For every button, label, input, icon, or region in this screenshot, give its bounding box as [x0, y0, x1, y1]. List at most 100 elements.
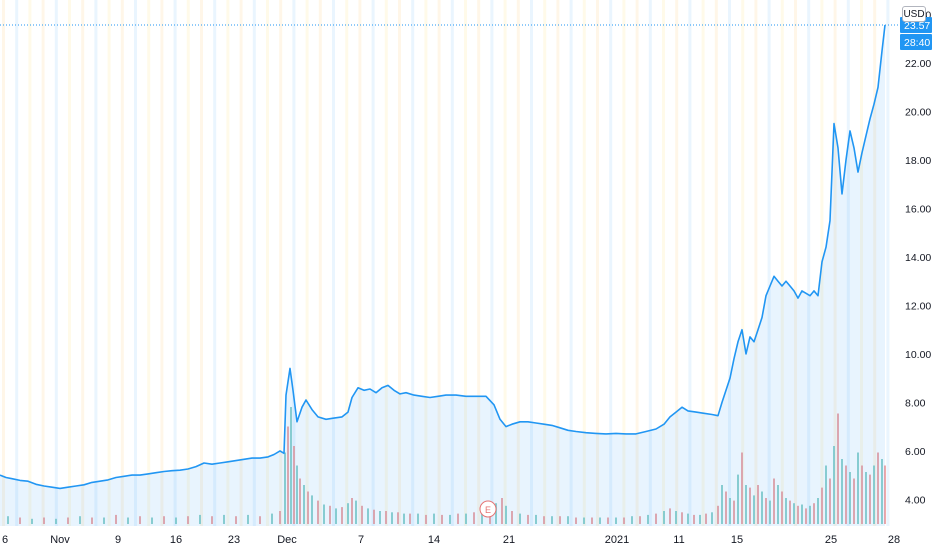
volume-bar: [797, 505, 799, 524]
session-band: [28, 0, 32, 526]
volume-bar: [293, 446, 295, 524]
volume-bar: [817, 498, 819, 524]
earnings-event-marker[interactable]: E: [479, 500, 497, 518]
volume-bar: [31, 518, 33, 524]
time-axis[interactable]: 6 Nov 9 16 23 Dec 7 14 21 2021 11 15 25 28: [2, 534, 900, 546]
volume-bar: [296, 465, 298, 524]
session-band: [332, 0, 335, 526]
volume-bar: [841, 459, 843, 524]
time-tick-label: 2021: [605, 534, 629, 546]
price-tick-label: 10.00: [905, 349, 931, 361]
session-band: [662, 0, 665, 526]
session-band: [886, 0, 890, 526]
volume-bar: [543, 516, 545, 524]
session-band: [266, 0, 269, 526]
volume-bar: [809, 505, 811, 524]
volume-bar: [317, 500, 319, 524]
volume-bar: [519, 513, 521, 524]
price-axis[interactable]: 4.00 6.00 8.00 10.00 12.00 14.00 16.00 18.00 20.…: [905, 10, 931, 507]
session-band: [292, 0, 296, 526]
bar-countdown: 28:40: [904, 37, 930, 49]
price-area: [0, 25, 885, 526]
price-tick-label: 6.00: [905, 446, 926, 458]
session-band: [701, 0, 705, 526]
session-band: [186, 0, 190, 526]
volume-bar: [583, 517, 585, 524]
session-band: [239, 0, 243, 526]
volume-bar: [745, 485, 747, 524]
time-tick-label: 14: [428, 534, 440, 546]
session-band: [226, 0, 230, 526]
volume-bar: [773, 478, 775, 524]
session-band: [780, 0, 784, 526]
time-tick-label: 11: [673, 534, 684, 546]
volume-bar: [675, 511, 677, 524]
price-tick-label: 18.00: [905, 155, 931, 167]
session-band: [318, 0, 322, 526]
time-tick-label: 6: [2, 534, 8, 546]
volume-bar: [705, 513, 707, 524]
session-band: [635, 0, 639, 526]
volume-bar: [833, 446, 835, 524]
price-tick-label: 12.00: [905, 300, 931, 312]
time-tick-label: 16: [170, 534, 182, 546]
volume-bar: [849, 472, 851, 524]
session-band: [68, 0, 71, 526]
session-band: [41, 0, 45, 526]
session-band: [648, 0, 652, 526]
volume-bar: [307, 491, 309, 524]
volume-bar: [473, 512, 475, 524]
session-band: [609, 0, 613, 526]
volume-bar: [505, 505, 507, 524]
session-band: [213, 0, 217, 526]
volume-bar: [535, 514, 537, 524]
price-tick-label: 4.00: [905, 494, 926, 506]
session-band: [543, 0, 547, 526]
volume-bar: [729, 498, 731, 524]
volume-bar: [355, 500, 357, 524]
volume-bar: [163, 516, 165, 524]
volume-bar: [351, 498, 353, 524]
session-band: [714, 0, 718, 526]
volume-bar: [663, 511, 665, 524]
volume-bar: [753, 495, 755, 524]
price-tick-label: 8.00: [905, 397, 926, 409]
volume-bar: [599, 517, 601, 524]
event-marker-label: E: [485, 505, 491, 515]
currency-badge[interactable]: USD: [902, 6, 926, 22]
volume-bar: [465, 513, 467, 524]
session-band: [147, 0, 151, 526]
volume-bar: [567, 516, 569, 524]
volume-bar: [187, 516, 189, 524]
volume-bar: [441, 514, 443, 524]
volume-bar: [379, 511, 381, 524]
volume-bar: [367, 508, 369, 524]
volume-bar: [825, 465, 827, 524]
session-band: [556, 0, 560, 526]
session-band: [516, 0, 520, 526]
volume-bar: [877, 452, 879, 524]
volume-bar: [287, 426, 289, 524]
session-band: [200, 0, 203, 526]
session-band: [371, 0, 375, 526]
volume-bar: [7, 516, 9, 524]
session-band: [54, 0, 58, 526]
volume-bar: [741, 452, 743, 524]
volume-bar: [821, 487, 823, 524]
volume-bar: [417, 513, 419, 524]
session-band: [279, 0, 283, 526]
volume-bar: [91, 517, 93, 524]
volume-bar: [67, 517, 69, 524]
session-band: [81, 0, 85, 526]
volume-bar: [845, 465, 847, 524]
volume-bar: [873, 465, 875, 524]
volume-bar: [699, 514, 701, 524]
time-tick-label: 15: [731, 534, 743, 546]
volume-bar: [757, 485, 759, 524]
session-band: [252, 0, 256, 526]
volume-bar: [79, 516, 81, 524]
volume-bar: [511, 511, 513, 524]
volume-bar: [259, 516, 261, 524]
session-band: [873, 0, 877, 526]
